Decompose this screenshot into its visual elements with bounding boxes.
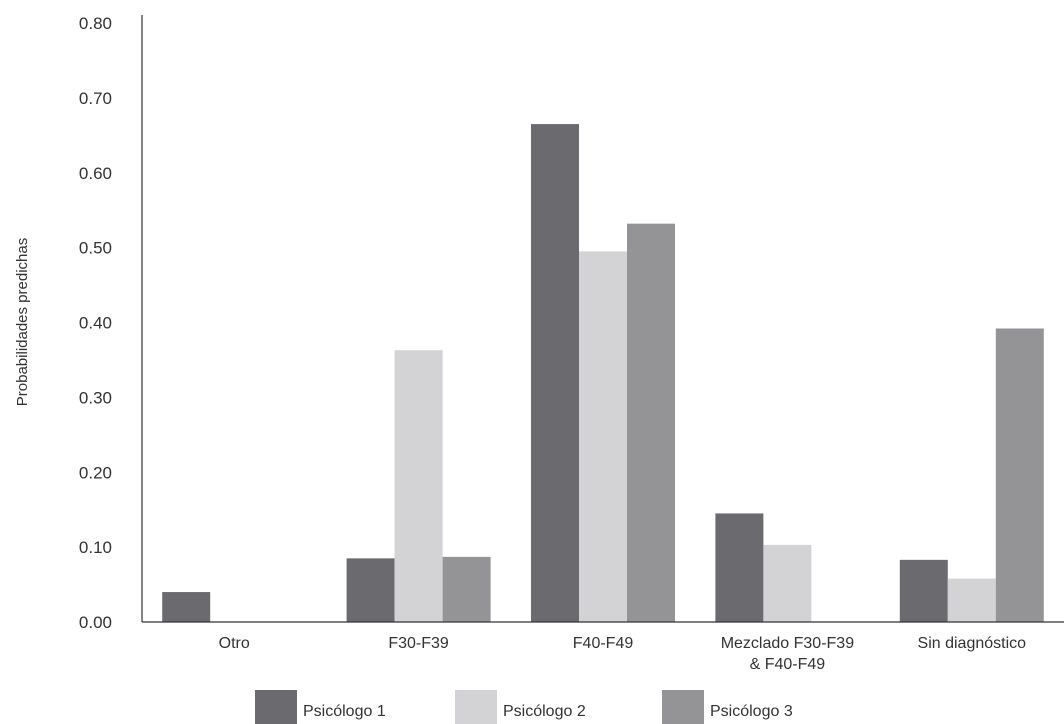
y-tick-label: 0.20 [79,463,112,482]
bars-group [162,124,1044,623]
y-tick-label: 0.00 [79,613,112,632]
bar [627,223,675,623]
bar [947,578,996,622]
x-category-label: Mezclado F30-F39 & F40-F49 [721,635,854,673]
y-tick-label: 0.10 [79,538,112,557]
bar [162,592,211,622]
bar [579,251,627,622]
bar [394,350,443,622]
y-tick-label: 0.40 [79,314,112,333]
y-tick-label: 0.30 [79,388,112,407]
bar [899,559,948,622]
x-category-label: F30-F39 [388,635,449,652]
x-category-label: Otro [219,635,250,652]
x-category-label: F40-F49 [573,635,634,652]
legend-label: Psicólogo 1 [303,703,386,720]
legend-swatch [662,690,704,724]
y-axis-label: Probabilidades predichas [14,238,31,406]
y-tick-label: 0.70 [79,89,112,108]
bar [531,124,579,623]
legend-swatch [255,690,297,724]
y-tick-label: 0.50 [79,239,112,258]
bar [715,513,764,622]
bar [442,556,491,622]
y-tick-label: 0.60 [79,164,112,183]
legend-label: Psicólogo 2 [503,703,586,720]
bar [346,558,395,622]
x-category-label: Sin diagnóstico [918,635,1027,652]
y-tick-labels: 0.00 0.10 0.20 0.30 0.40 0.50 0.60 0.70 0.80 [79,14,112,632]
y-tick-label: 0.80 [79,14,112,33]
legend-swatch [455,690,497,724]
bar [763,544,812,622]
legend: Psicólogo 1 Psicólogo 2 Psicólogo 3 [255,690,793,724]
x-category-labels: Otro F30-F39 F40-F49 Mezclado F30-F39 & F40-… [219,635,1027,673]
bar [995,328,1044,622]
legend-label: Psicólogo 3 [710,703,793,720]
